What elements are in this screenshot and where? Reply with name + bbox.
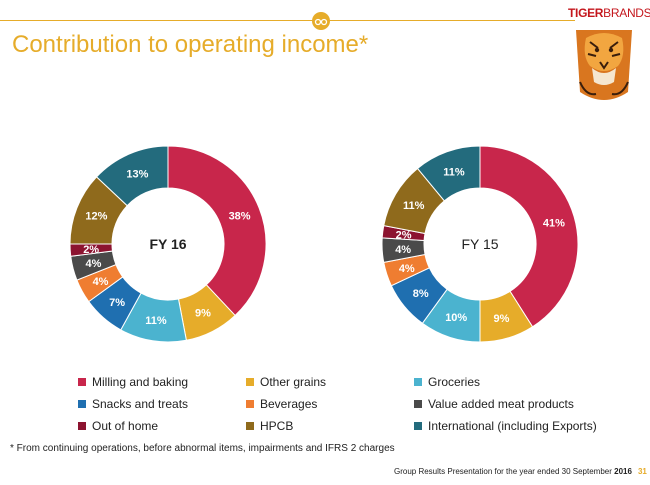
donut-center-label: FY 16 [149,236,186,252]
slice-label: 4% [399,263,415,275]
legend-swatch [246,422,254,430]
slice-label: 2% [83,244,99,256]
donut-chart-fy15: 41% 9% 10% 8% 4% 4% 2% 11% 11% FY 15 [381,145,579,343]
slice-label: 4% [93,276,109,288]
slice-label: 38% [229,211,251,223]
legend-item-snacks-and-treats: Snacks and treats [78,397,188,411]
donut-slice [95,145,169,207]
legend-swatch [78,400,86,408]
donut-center-label: FY 15 [461,236,498,252]
header-rule [0,20,575,21]
footer-text: Group Results Presentation for the year … [394,467,612,476]
legend-item-beverages: Beverages [246,397,317,411]
legend-swatch [414,400,422,408]
slice-label: 11% [443,167,465,179]
footer: Group Results Presentation for the year … [394,467,647,476]
slice-label: 10% [445,312,467,324]
slice-label: 4% [395,244,411,256]
page-title: Contribution to operating income* [12,31,369,58]
slice-label: 41% [543,218,565,230]
legend-item-international: International (including Exports) [414,419,597,433]
page-number: 31 [637,467,647,476]
legend-swatch [414,378,422,386]
legend-swatch [78,378,86,386]
legend-swatch [414,422,422,430]
slice-label: 4% [85,258,101,270]
slice-label: 9% [494,313,510,325]
slice-label: 11% [403,200,425,212]
legend-item-milling-and-baking: Milling and baking [78,375,188,389]
slice-label: 12% [85,211,107,223]
legend-swatch [78,422,86,430]
legend-swatch [246,378,254,386]
slice-label: 7% [109,297,125,309]
donut-chart-fy16: 38%9%11%7%4%4%2%12%13%FY 16 [69,145,267,343]
slice-label: 13% [126,168,148,180]
legend-item-out-of-home: Out of home [78,419,158,433]
slice-label: 9% [195,308,211,320]
legend-item-value-added-meat-products: Value added meat products [414,397,574,411]
slice-label: 2% [396,229,412,241]
legend-item-other-grains: Other grains [246,375,326,389]
footnote: * From continuing operations, before abn… [10,443,395,454]
tiger-logo-icon [576,30,632,100]
brand-logo-text: TIGERBRANDS [568,6,650,20]
donut-charts: 38%9%11%7%4%4%2%12%13%FY 16 41%9%10%8%4%… [69,145,579,343]
legend-item-groceries: Groceries [414,375,480,389]
donut-slice [167,145,267,317]
donut-slice [479,145,579,328]
glasses-icon [312,12,330,30]
slice-label: 11% [145,315,167,327]
slice-label: 8% [413,288,429,300]
footer-year: 2016 [614,467,632,476]
donut-slice [416,145,481,202]
legend-item-hpcb: HPCB [246,419,293,433]
legend-swatch [246,400,254,408]
